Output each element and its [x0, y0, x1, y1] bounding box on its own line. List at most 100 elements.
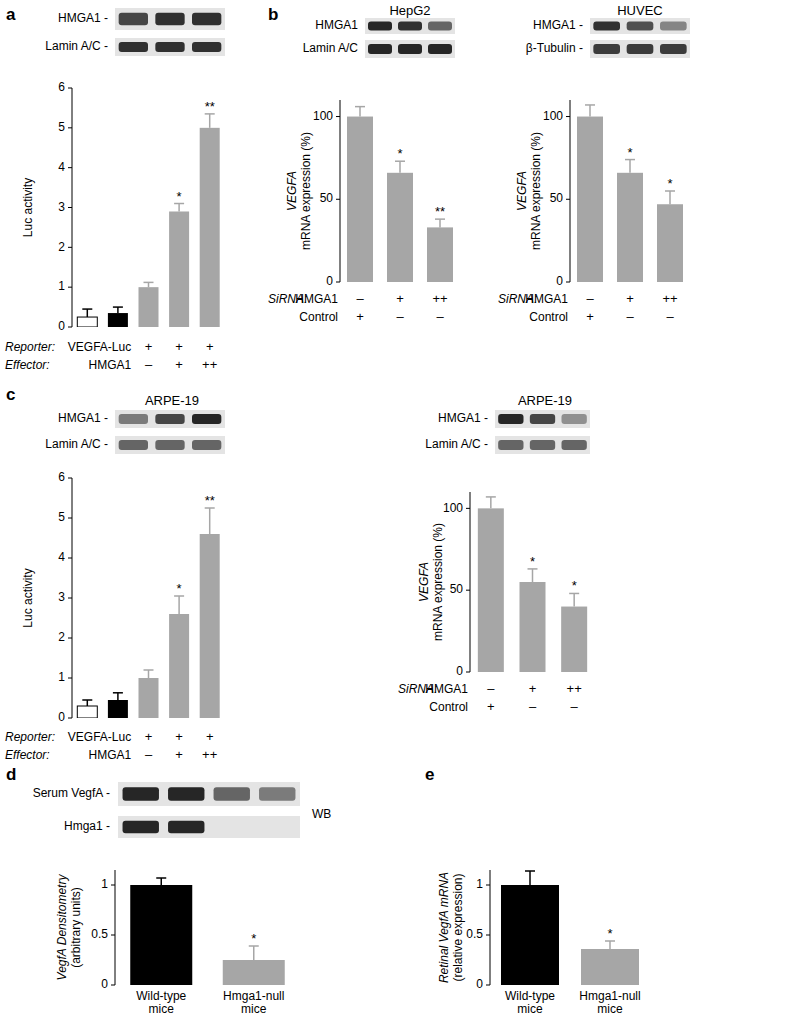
blot-label: HMGA1: [315, 18, 358, 32]
blot-band: [627, 44, 654, 54]
condition-mark: –: [586, 291, 594, 306]
y-tick-label: 5: [58, 510, 65, 524]
blot-background: [365, 18, 455, 34]
error-stem: [178, 596, 180, 614]
y-tick-label: 0: [556, 274, 563, 288]
error-bar: [569, 593, 579, 606]
blot-label: Lamin A/C -: [425, 437, 488, 451]
y-tick: [566, 282, 570, 283]
panel-letter: c: [6, 385, 15, 404]
y-tick: [68, 638, 72, 639]
y-tick-label: 3: [58, 200, 65, 214]
y-tick: [466, 590, 470, 591]
y-tick-label: 6: [58, 470, 65, 484]
y-tick-label: 6: [58, 80, 65, 94]
error-stem: [359, 107, 361, 117]
blot-band: [368, 22, 392, 31]
error-stem: [209, 114, 211, 128]
blot-background: [495, 436, 590, 454]
blot-band: [155, 440, 184, 450]
y-tick: [486, 885, 490, 886]
condition-mark: ++: [567, 681, 582, 696]
error-stem: [209, 508, 211, 534]
bars: [501, 871, 639, 985]
y-label: Luc activity: [21, 568, 35, 627]
blot-label: Lamin A/C: [303, 41, 359, 55]
error-stem: [629, 160, 631, 173]
condition-item: VEGFA-Luc: [68, 730, 131, 744]
bar: [169, 614, 189, 718]
y-tick-label: 3: [58, 590, 65, 604]
panel-chart: dSerum VegfA -Hmga1 -WB00.51*VegfA Densi…: [6, 765, 331, 1016]
blot-band: [593, 22, 620, 31]
y-tick-label: 50: [450, 582, 464, 596]
blot-band: [593, 44, 620, 54]
condition-mark: ++: [432, 291, 447, 306]
y-tick-label: 100: [543, 109, 563, 123]
figure: aHMGA1 -Lamin A/C -0123456***Luc activit…: [0, 0, 787, 1019]
bar: [77, 317, 97, 327]
y-tick: [336, 282, 340, 283]
y-label-line: mRNA expression (%): [431, 523, 445, 641]
y-tick-label: 100: [443, 501, 463, 515]
panel-letter: a: [6, 5, 16, 24]
error-stem: [490, 497, 492, 508]
blot-band: [428, 22, 452, 31]
y-axis: [340, 100, 341, 282]
bar: [577, 117, 603, 282]
bar: [200, 128, 220, 327]
y-tick-label: 100: [313, 109, 333, 123]
error-stem: [161, 878, 163, 885]
y-tick: [68, 478, 72, 479]
blot-note: WB: [312, 807, 331, 821]
bar: [387, 173, 413, 282]
significance: **: [435, 204, 445, 219]
y-tick: [68, 598, 72, 599]
y-tick: [68, 88, 72, 89]
bars: [77, 114, 219, 327]
panel-chart: HUVECHMGA1 -β-Tubulin -050100**VEGFAmRNA…: [498, 3, 690, 324]
y-label-line: Luc activity: [21, 178, 35, 237]
error-stem: [609, 941, 611, 949]
condition-mark: +: [175, 729, 183, 744]
error-cap: [82, 308, 92, 310]
y-label-line: VEGFA: [417, 562, 431, 602]
x-tick-label: Hmga1-nullmice: [223, 989, 284, 1016]
y-label-line: Luc activity: [21, 568, 35, 627]
panel-chart: bHepG2HMGA1Lamin A/C050100***VEGFAmRNA e…: [268, 3, 455, 324]
condition-mark: –: [145, 747, 153, 762]
condition-mark: ++: [202, 357, 217, 372]
condition-item: HMGA1: [425, 682, 468, 696]
y-tick-label: 50: [550, 191, 564, 205]
blot-label: Hmga1 -: [64, 819, 110, 833]
panel-chart: cARPE-19HMGA1 -Lamin A/C -0123456***Luc …: [5, 385, 225, 762]
y-label-line: VegfA Densitometry: [55, 874, 69, 981]
condition-mark: +: [145, 729, 153, 744]
blot-band: [398, 22, 422, 31]
bars: [347, 107, 453, 282]
bars: [478, 497, 587, 672]
error-stem: [669, 191, 671, 204]
bar: [139, 287, 159, 327]
bar: [520, 582, 546, 672]
condition-label: Reporter:: [5, 340, 55, 354]
blot-band: [192, 414, 221, 424]
error-bar: [205, 114, 215, 128]
blot-band: [660, 44, 687, 54]
blot-band: [214, 821, 250, 833]
condition-item: VEGFA-Luc: [68, 340, 131, 354]
blot-background: [590, 18, 690, 34]
title: HepG2: [389, 3, 430, 18]
blot-band: [123, 787, 159, 800]
title: ARPE-19: [518, 393, 572, 408]
error-stem: [87, 700, 89, 706]
y-tick: [111, 985, 115, 986]
bar: [501, 885, 559, 985]
error-cap: [486, 496, 496, 498]
blot-band: [123, 821, 159, 833]
condition-mark: +: [626, 291, 634, 306]
bar: [478, 508, 504, 672]
blot-band: [259, 821, 295, 833]
blot-label: HMGA1 -: [58, 411, 108, 425]
error-stem: [148, 670, 150, 678]
